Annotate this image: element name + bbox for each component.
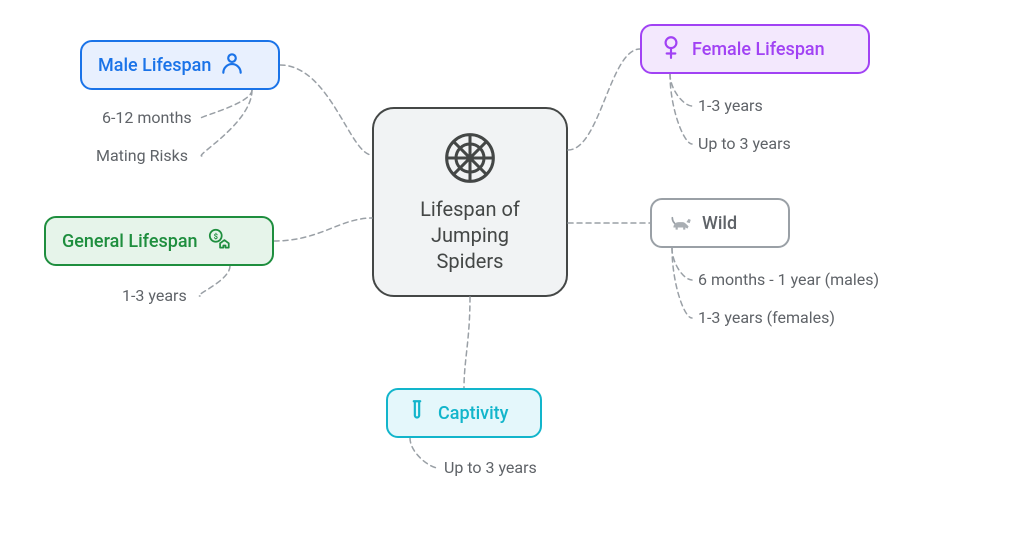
branch-label: Female Lifespan	[692, 39, 825, 60]
detail-female-1: Up to 3 years	[698, 134, 791, 153]
branch-general: General Lifespan	[44, 216, 274, 266]
test-tube-icon	[404, 398, 430, 429]
detail-male-0: 6-12 months	[102, 108, 192, 127]
branch-female: Female Lifespan	[640, 24, 870, 74]
detail-wild-1: 1-3 years (females)	[698, 308, 835, 327]
branch-label: Wild	[702, 213, 737, 234]
dog-icon	[668, 208, 694, 239]
detail-male-1: Mating Risks	[96, 146, 188, 165]
branch-captivity: Captivity	[386, 388, 542, 438]
female-icon	[658, 34, 684, 65]
branch-label: General Lifespan	[62, 231, 198, 252]
detail-wild-0: 6 months - 1 year (males)	[698, 270, 879, 289]
branch-male: Male Lifespan	[80, 40, 280, 90]
coin-house-icon	[206, 226, 232, 257]
center-node: Lifespan of Jumping Spiders	[372, 107, 568, 297]
branch-wild: Wild	[650, 198, 790, 248]
detail-general-0: 1-3 years	[122, 286, 187, 305]
person-icon	[219, 50, 245, 81]
detail-female-0: 1-3 years	[698, 96, 763, 115]
branch-label: Captivity	[438, 403, 508, 424]
spider-web-icon	[442, 130, 498, 190]
center-label: Lifespan of Jumping Spiders	[420, 196, 520, 274]
detail-captivity-0: Up to 3 years	[444, 458, 537, 477]
branch-label: Male Lifespan	[98, 55, 211, 76]
